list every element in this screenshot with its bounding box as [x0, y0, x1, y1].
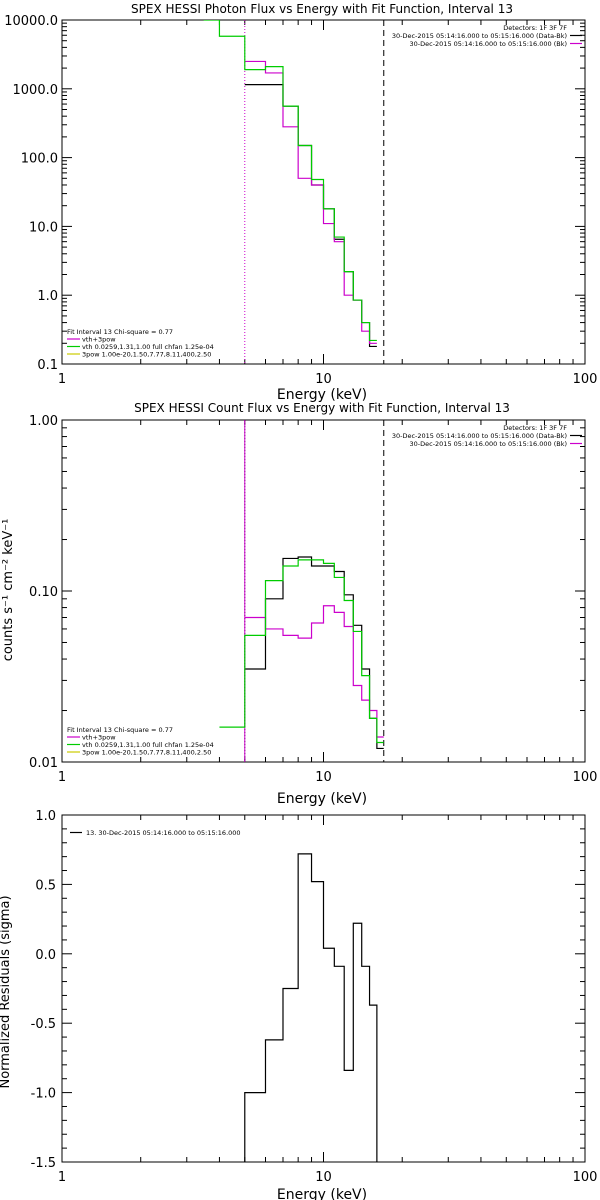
x-tick-label: 100 [573, 1170, 598, 1185]
x-axis-label: Energy (keV) [277, 1187, 367, 1200]
y-tick-label: 0.01 [29, 756, 58, 771]
x-axis-label: Energy (keV) [277, 791, 367, 807]
y-tick-label: -1.0 [31, 1087, 56, 1102]
x-tick-label: 1 [58, 1170, 66, 1185]
legend-entry: Fit Interval 13 Chi-square = 0.77 [67, 328, 173, 336]
legend-entry: Detectors: 1F 3F 7F [503, 424, 567, 432]
y-tick-label: 0.1 [37, 358, 58, 373]
panel-title: SPEX HESSI Photon Flux vs Energy with Fi… [131, 2, 513, 16]
y-tick-label: 100.0 [21, 152, 58, 167]
y-tick-label: 1000.0 [13, 83, 59, 98]
data-series-0 [244, 853, 378, 1162]
data-series-2 [219, 559, 384, 744]
data-series-0 [244, 84, 377, 348]
legend-entry: vth 0.0259,1.31,1.00 full chfan 1.25e-04 [82, 343, 214, 351]
y-axis-label: counts s⁻¹ cm⁻² keV⁻¹ [1, 519, 16, 662]
legend-entry: Detectors: 1F 3F 7F [503, 24, 567, 32]
x-tick-label: 10 [315, 1170, 332, 1185]
photon-flux-panel: SPEX HESSI Photon Flux vs Energy with Fi… [4, 2, 597, 403]
legend-entry: Fit Interval 13 Chi-square = 0.77 [67, 726, 173, 734]
y-tick-label: 0.5 [35, 878, 56, 893]
x-tick-label: 10 [315, 372, 332, 387]
legend-entry: vth 0.0259,1.31,1.00 full chfan 1.25e-04 [82, 741, 214, 749]
plot-frame [61, 419, 586, 763]
y-tick-label: 0.0 [35, 948, 56, 963]
x-tick-label: 10 [315, 770, 332, 785]
y-tick-label: 1.0 [35, 809, 56, 824]
panel-title: SPEX HESSI Count Flux vs Energy with Fit… [134, 401, 510, 415]
x-tick-label: 100 [573, 770, 598, 785]
x-tick-label: 100 [573, 372, 598, 387]
y-tick-label: -1.5 [31, 1156, 56, 1171]
y-tick-label: 1.0 [37, 289, 58, 304]
x-tick-label: 1 [58, 770, 66, 785]
y-axis-label: Normalized Residuals (sigma) [0, 895, 13, 1088]
plot-frame [61, 814, 586, 1163]
legend-entry: vth+3pow [82, 336, 116, 344]
legend-entry: 30-Dec-2015 05:14:16.000 to 05:15:16.000… [392, 32, 567, 40]
residuals-panel: Energy (keV) Normalized Residuals (sigma… [0, 809, 597, 1200]
y-tick-label: 0.10 [29, 585, 58, 600]
legend-entry: vth+3pow [82, 734, 116, 742]
y-tick-label: 1.00 [29, 414, 58, 429]
legend-entry: 13. 30-Dec-2015 05:14:16.000 to 05:15:16… [86, 829, 241, 837]
legend-entry: 30-Dec-2015 05:14:16.000 to 05:15:16.000… [410, 40, 568, 48]
x-axis-label: Energy (keV) [277, 387, 367, 403]
legend-entry: 3pow 1.00e-20,1.50,7.77,8.11,400,2.50 [82, 351, 211, 359]
y-tick-label: -0.5 [31, 1017, 56, 1032]
legend-entry: 3pow 1.00e-20,1.50,7.77,8.11,400,2.50 [82, 749, 211, 757]
legend-entry: 30-Dec-2015 05:14:16.000 to 05:15:16.000… [392, 432, 567, 440]
data-series-2 [203, 20, 377, 342]
data-series-1 [244, 60, 377, 344]
y-tick-label: 10.0 [29, 220, 58, 235]
x-tick-label: 1 [58, 372, 66, 387]
legend-entry: 30-Dec-2015 05:14:16.000 to 05:15:16.000… [410, 440, 568, 448]
y-tick-label: 10000.0 [4, 14, 58, 29]
count-flux-panel: SPEX HESSI Count Flux vs Energy with Fit… [1, 401, 597, 807]
